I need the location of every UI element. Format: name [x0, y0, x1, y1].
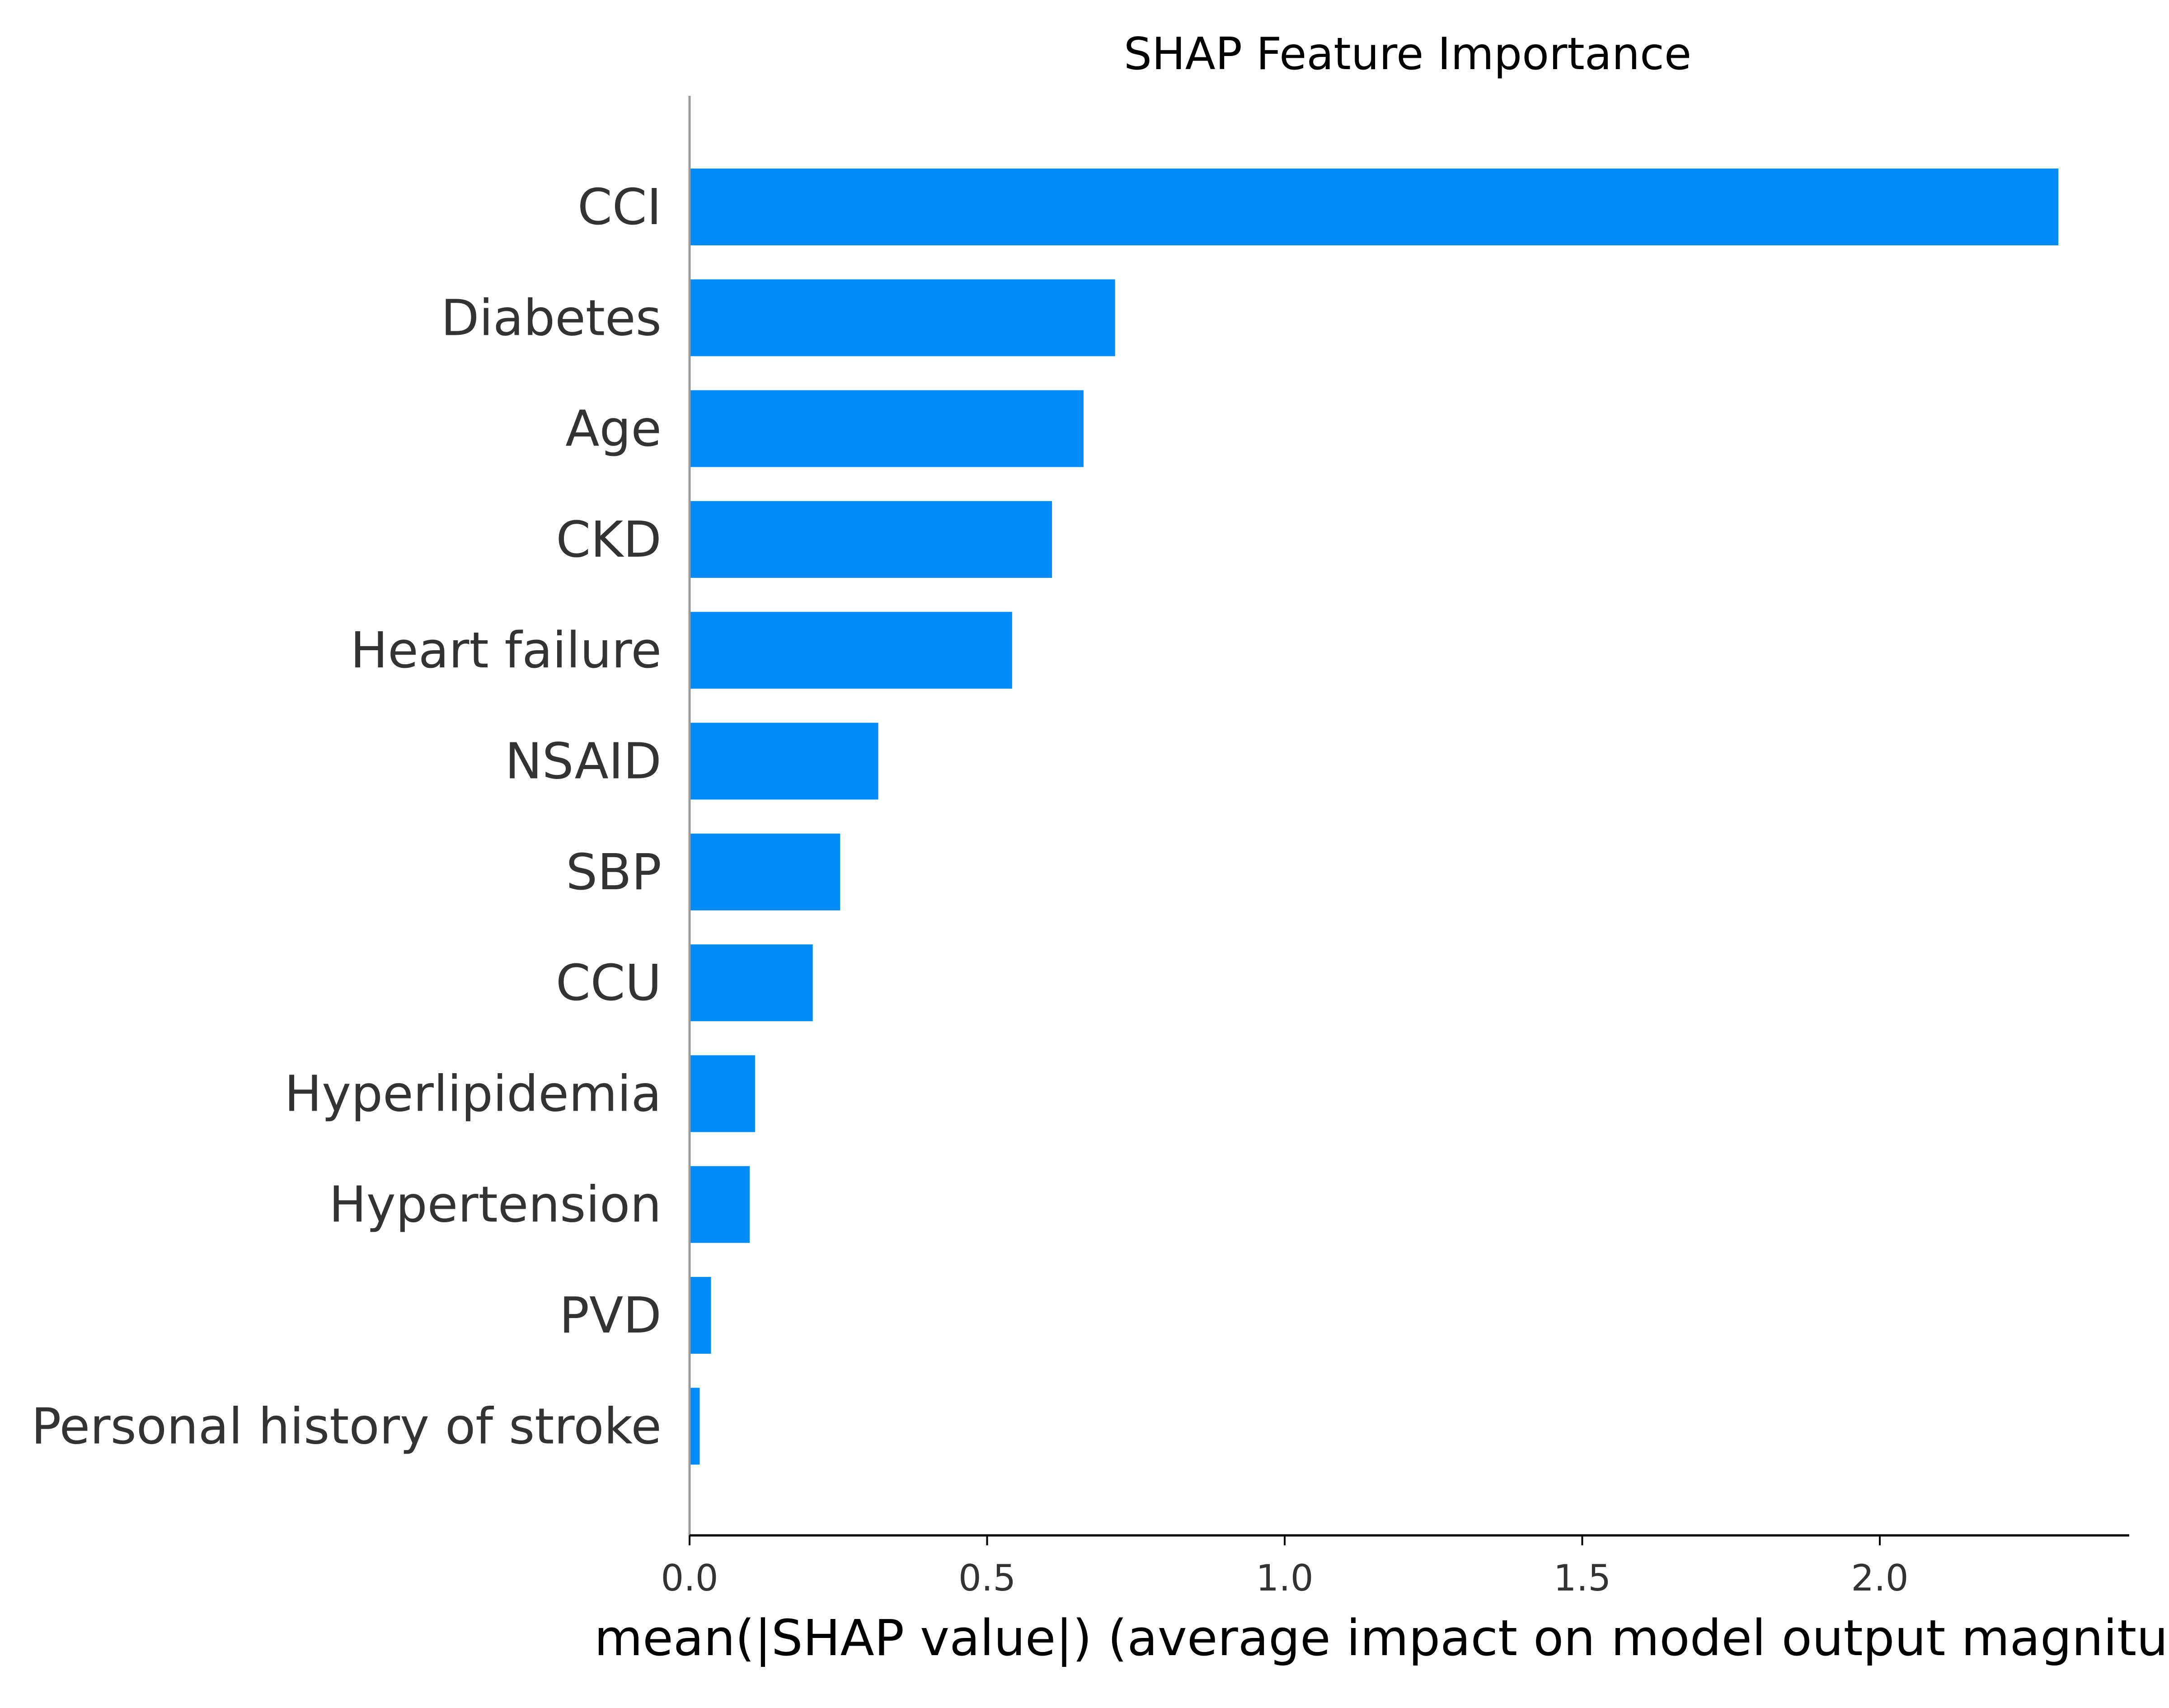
x-axis-ticks: 0.0 0.5 1.0 1.5 2.0: [661, 1535, 1909, 1599]
bars-layer: [690, 169, 2059, 1465]
bar-ccu: [690, 944, 813, 1022]
x-axis-label: mean(|SHAP value|) (average impact on mo…: [594, 1609, 2169, 1667]
category-label: Hypertension: [329, 1176, 662, 1234]
bar-age: [690, 390, 1084, 467]
category-label: NSAID: [505, 732, 662, 790]
category-label: Heart failure: [350, 621, 662, 679]
bar-personal-history-of-stroke: [690, 1388, 700, 1465]
category-label: Diabetes: [441, 289, 662, 347]
category-label: SBP: [566, 843, 662, 901]
chart-title: SHAP Feature Importance: [1124, 28, 1691, 80]
bar-pvd: [690, 1277, 711, 1354]
x-tick-label: 2.0: [1851, 1557, 1908, 1599]
bar-ckd: [690, 501, 1052, 578]
x-tick-label: 0.5: [958, 1557, 1016, 1599]
bar-diabetes: [690, 279, 1115, 357]
bar-hypertension: [690, 1166, 750, 1243]
category-label: CKD: [556, 511, 662, 568]
x-tick-label: 0.0: [661, 1557, 718, 1599]
category-label: CCI: [577, 178, 662, 236]
category-label: Hyperlipidemia: [284, 1065, 662, 1122]
bar-heart-failure: [690, 612, 1012, 689]
category-label: PVD: [559, 1286, 662, 1344]
category-label: Age: [565, 400, 662, 458]
x-tick-label: 1.0: [1256, 1557, 1313, 1599]
bar-nsaid: [690, 723, 878, 800]
bar-sbp: [690, 833, 840, 910]
category-labels: CCI Diabetes Age CKD Heart failure NSAID SBP CC…: [31, 178, 662, 1455]
bar-hyperlipidemia: [690, 1055, 755, 1132]
x-tick-label: 1.5: [1554, 1557, 1611, 1599]
category-label: Personal history of stroke: [31, 1397, 662, 1455]
category-label: CCU: [556, 954, 662, 1012]
bar-cci: [690, 169, 2059, 245]
